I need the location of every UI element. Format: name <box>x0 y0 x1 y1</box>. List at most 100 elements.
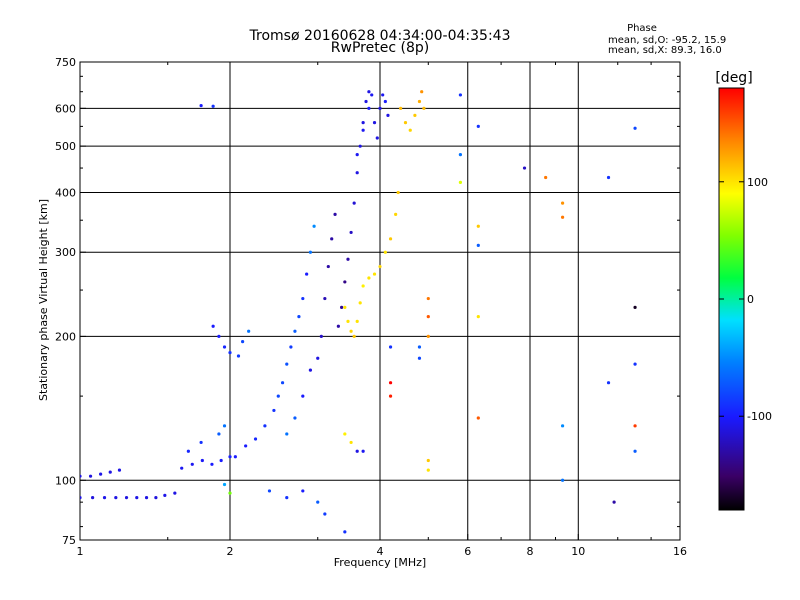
data-point <box>217 334 221 338</box>
data-point <box>99 472 103 476</box>
data-point <box>367 106 371 110</box>
data-point <box>326 264 330 269</box>
data-point <box>199 103 203 108</box>
data-point <box>154 495 158 500</box>
data-point <box>476 243 480 248</box>
data-point <box>301 394 305 398</box>
data-point <box>114 495 118 500</box>
data-point <box>312 224 316 228</box>
data-point <box>375 136 379 140</box>
data-point <box>426 315 430 319</box>
data-point <box>426 334 430 338</box>
data-point <box>117 468 122 472</box>
data-point <box>417 345 422 349</box>
data-point <box>560 424 565 428</box>
data-point <box>386 113 390 117</box>
chart-subtitle: RwPretec (8p) <box>331 40 429 56</box>
data-point <box>280 381 285 385</box>
data-point <box>222 424 227 428</box>
data-point <box>144 495 149 500</box>
data-point <box>253 437 258 441</box>
axis-ticks: 1 2 4 6 8 10 16 75 100 200 300 400 500 600 750 <box>55 56 687 558</box>
y-axis-label: Stationary phase Virtual Height [km] <box>37 199 50 401</box>
data-point <box>346 319 350 323</box>
data-point <box>316 500 320 504</box>
data-point <box>355 449 359 453</box>
data-point <box>343 305 347 309</box>
data-point <box>217 432 221 436</box>
data-point <box>285 362 289 366</box>
data-point <box>633 424 637 428</box>
data-point <box>285 432 289 436</box>
data-point <box>403 121 408 125</box>
data-point <box>388 345 393 349</box>
data-point <box>426 296 430 301</box>
data-point <box>358 144 362 148</box>
data-point <box>319 334 323 338</box>
data-point <box>383 99 387 104</box>
data-point <box>222 345 227 349</box>
data-point <box>560 201 565 205</box>
data-point <box>244 444 248 448</box>
x-tick-label: 16 <box>673 545 687 558</box>
data-point <box>417 99 422 104</box>
y-tick-label: 300 <box>55 246 76 259</box>
data-point <box>364 99 368 104</box>
y-tick-label: 500 <box>55 140 76 153</box>
data-point <box>210 462 214 466</box>
data-point <box>289 345 293 349</box>
data-point <box>333 212 337 216</box>
data-point <box>88 474 93 478</box>
x-tick-label: 2 <box>227 545 234 558</box>
data-point <box>633 362 637 366</box>
data-point <box>308 368 313 372</box>
data-point <box>293 329 297 333</box>
data-point <box>276 394 280 398</box>
data-point <box>426 468 430 472</box>
data-point <box>108 470 112 474</box>
data-point <box>413 113 417 117</box>
data-point <box>358 301 362 305</box>
data-point <box>135 495 139 500</box>
data-point <box>173 491 177 495</box>
data-point <box>476 416 480 420</box>
data-point <box>180 466 184 470</box>
data-point <box>606 381 611 385</box>
colorbar-ticks: 100 0 -100 <box>719 176 772 423</box>
data-point <box>420 90 424 94</box>
data-point <box>378 264 382 269</box>
data-point <box>80 474 82 478</box>
data-point <box>316 356 320 360</box>
data-point <box>349 329 353 333</box>
data-point <box>211 104 215 108</box>
info-heading: Phase <box>627 23 657 34</box>
data-point <box>378 106 382 110</box>
data-point <box>394 212 398 216</box>
data-point <box>199 440 203 445</box>
colorbar-label: [deg] <box>715 70 752 86</box>
data-point <box>633 305 637 309</box>
data-point <box>228 491 232 495</box>
data-point <box>190 462 194 466</box>
data-point <box>222 482 227 487</box>
data-point <box>336 324 340 328</box>
data-point <box>343 280 347 284</box>
data-point <box>267 489 272 493</box>
data-point <box>426 458 430 463</box>
data-point <box>417 356 422 360</box>
data-point <box>612 500 616 504</box>
data-point <box>367 90 371 94</box>
data-point <box>247 329 251 333</box>
data-point <box>211 324 215 328</box>
data-point <box>323 512 327 516</box>
data-point <box>343 432 347 436</box>
data-point <box>396 190 400 195</box>
data-point <box>388 381 393 385</box>
data-point <box>102 495 107 500</box>
x-tick-label: 6 <box>464 545 471 558</box>
data-point <box>297 315 301 319</box>
y-tick-label: 750 <box>55 56 76 69</box>
x-tick-label: 4 <box>377 545 384 558</box>
data-point <box>233 455 237 459</box>
